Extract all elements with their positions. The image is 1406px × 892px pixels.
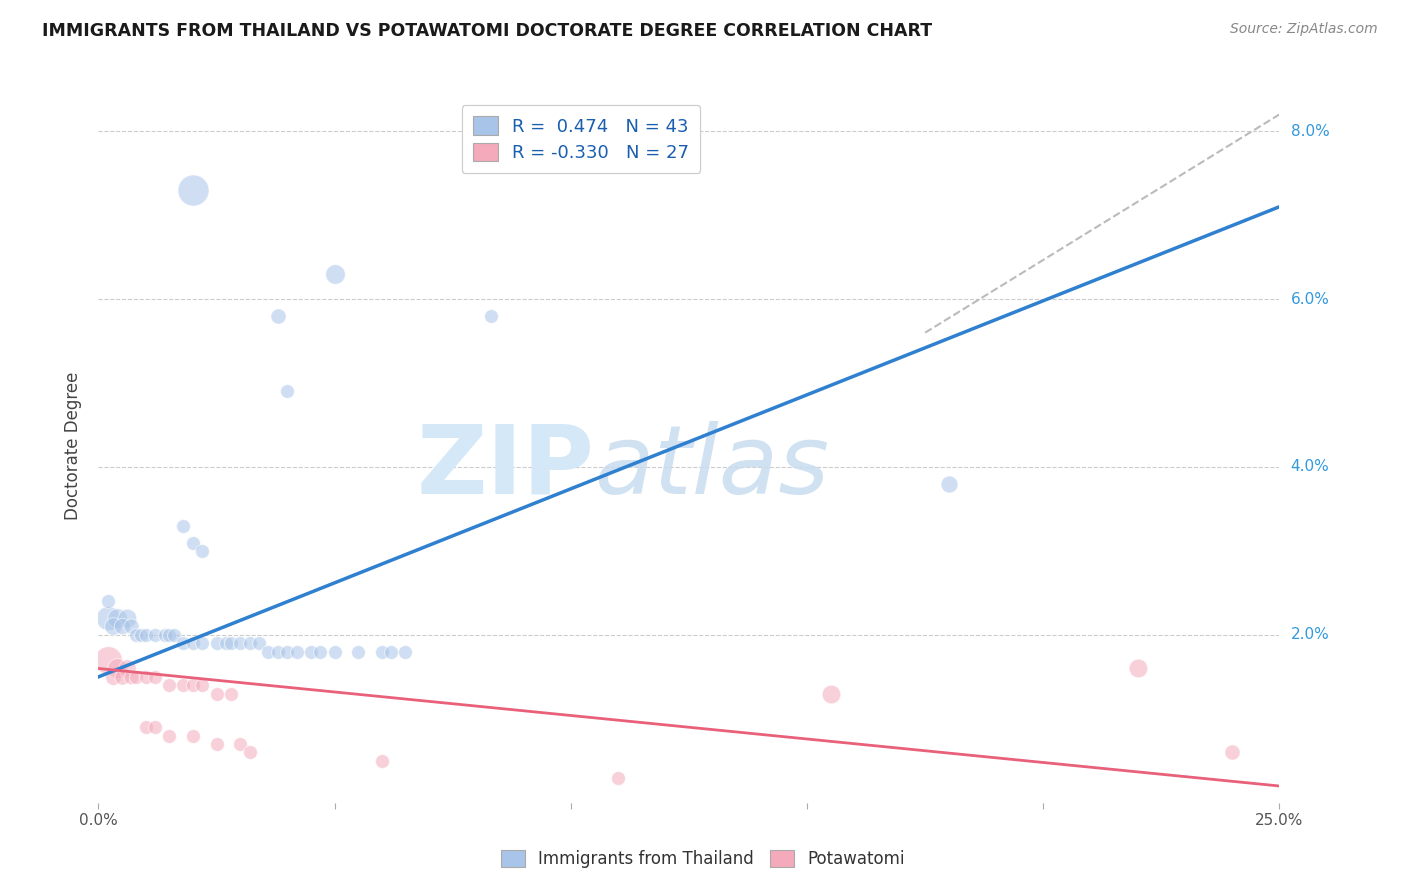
Point	[215, 636, 238, 650]
Point	[1126, 661, 1149, 675]
Text: 6.0%: 6.0%	[1291, 292, 1330, 307]
Point	[97, 653, 120, 667]
Point	[115, 611, 138, 625]
Text: IMMIGRANTS FROM THAILAND VS POTAWATOMI DOCTORATE DEGREE CORRELATION CHART: IMMIGRANTS FROM THAILAND VS POTAWATOMI D…	[42, 22, 932, 40]
Point	[157, 678, 180, 692]
Point	[111, 670, 134, 684]
Point	[143, 720, 166, 734]
Point	[299, 645, 322, 659]
Point	[181, 678, 204, 692]
Point	[607, 771, 630, 785]
Point	[247, 636, 270, 650]
Point	[105, 661, 128, 675]
Text: ZIP: ZIP	[416, 421, 595, 514]
Text: 4.0%: 4.0%	[1291, 459, 1329, 475]
Point	[115, 661, 138, 675]
Point	[276, 645, 298, 659]
Point	[380, 645, 402, 659]
Point	[172, 678, 194, 692]
Legend: Immigrants from Thailand, Potawatomi: Immigrants from Thailand, Potawatomi	[495, 843, 911, 875]
Point	[97, 611, 120, 625]
Point	[172, 636, 194, 650]
Point	[181, 729, 204, 743]
Point	[111, 619, 134, 633]
Point	[479, 309, 502, 323]
Point	[371, 754, 394, 768]
Point	[181, 183, 204, 197]
Point	[97, 594, 120, 608]
Point	[820, 687, 842, 701]
Y-axis label: Doctorate Degree: Doctorate Degree	[65, 372, 83, 520]
Point	[229, 636, 252, 650]
Point	[135, 628, 157, 642]
Point	[205, 687, 228, 701]
Point	[229, 737, 252, 751]
Text: 8.0%: 8.0%	[1291, 124, 1329, 138]
Point	[105, 611, 128, 625]
Point	[276, 384, 298, 399]
Point	[157, 628, 180, 642]
Point	[129, 628, 152, 642]
Point	[371, 645, 394, 659]
Point	[219, 687, 242, 701]
Point	[191, 636, 214, 650]
Point	[163, 628, 186, 642]
Point	[101, 670, 124, 684]
Point	[125, 628, 148, 642]
Point	[323, 645, 346, 659]
Point	[157, 729, 180, 743]
Point	[135, 670, 157, 684]
Point	[153, 628, 176, 642]
Point	[181, 636, 204, 650]
Point	[135, 720, 157, 734]
Point	[143, 670, 166, 684]
Point	[1220, 746, 1243, 760]
Point	[285, 645, 308, 659]
Point	[309, 645, 332, 659]
Point	[205, 636, 228, 650]
Point	[394, 645, 416, 659]
Point	[181, 535, 204, 549]
Point	[267, 309, 290, 323]
Legend: R =  0.474   N = 43, R = -0.330   N = 27: R = 0.474 N = 43, R = -0.330 N = 27	[461, 105, 700, 173]
Text: 2.0%: 2.0%	[1291, 627, 1329, 642]
Point	[267, 645, 290, 659]
Point	[239, 746, 262, 760]
Point	[172, 518, 194, 533]
Point	[205, 737, 228, 751]
Point	[121, 619, 143, 633]
Point	[101, 619, 124, 633]
Point	[191, 678, 214, 692]
Point	[143, 628, 166, 642]
Point	[125, 670, 148, 684]
Point	[219, 636, 242, 650]
Point	[323, 267, 346, 281]
Point	[191, 544, 214, 558]
Point	[938, 476, 960, 491]
Text: Source: ZipAtlas.com: Source: ZipAtlas.com	[1230, 22, 1378, 37]
Point	[121, 670, 143, 684]
Point	[239, 636, 262, 650]
Text: atlas: atlas	[595, 421, 830, 514]
Point	[347, 645, 370, 659]
Point	[257, 645, 280, 659]
